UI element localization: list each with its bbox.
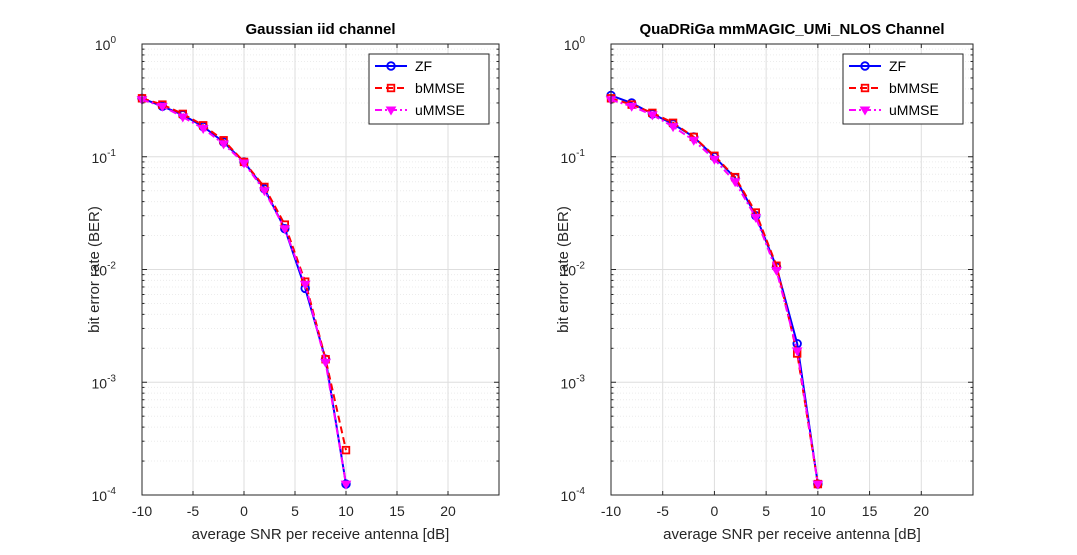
- x-axis-label: average SNR per receive antenna [dB]: [192, 526, 450, 543]
- legend-item-uMMSE: uMMSE: [849, 102, 939, 118]
- legend-marker: [385, 106, 397, 116]
- data-point: [197, 125, 209, 134]
- legend-label: ZF: [415, 58, 432, 74]
- data-point: [771, 266, 782, 276]
- data-point: [218, 140, 229, 150]
- legend-label: ZF: [889, 58, 906, 74]
- legend-item-bMMSE: bMMSE: [375, 80, 465, 96]
- data-point: [729, 178, 741, 188]
- data-point: [340, 480, 352, 490]
- chart-panel-1: -10 -5 0 5 10 15 20 100 10-1 10-2 10-3 10-4 Gaussian…: [86, 21, 500, 543]
- y-tick-label: 10-4: [561, 486, 586, 504]
- data-point: [791, 347, 803, 357]
- legend-marker: [860, 61, 870, 71]
- x-tick-label: 5: [291, 503, 299, 519]
- x-tick-label: 10: [810, 503, 826, 519]
- series-uMMSE: [136, 96, 352, 490]
- legend-marker: [859, 106, 871, 116]
- data-point: [750, 213, 762, 223]
- chart-title: QuaDRiGa mmMAGIC_UMi_NLOS Channel: [639, 21, 944, 38]
- legend-marker: [386, 83, 396, 93]
- legend: ZF bMMSE uMMSE: [368, 53, 490, 125]
- x-tick-label: 15: [862, 503, 878, 519]
- legend-item-ZF: ZF: [849, 58, 906, 74]
- data-point: [259, 187, 270, 197]
- x-axis-label: average SNR per receive antenna [dB]: [663, 526, 921, 543]
- chart-title: Gaussian iid channel: [245, 21, 395, 38]
- y-axis-label: bit error rate (BER): [555, 206, 572, 333]
- x-tick-label: -5: [656, 503, 669, 519]
- x-tick-label: -5: [187, 503, 200, 519]
- y-tick-label: 10-2: [92, 261, 117, 279]
- y-tick-label: 10-3: [561, 373, 586, 391]
- data-point: [626, 102, 638, 112]
- x-tick-label: -10: [601, 503, 621, 519]
- y-tick-label: 10-1: [92, 148, 117, 166]
- legend-marker: [386, 61, 396, 71]
- legend: ZF bMMSE uMMSE: [842, 53, 964, 125]
- legend-label: uMMSE: [415, 102, 465, 118]
- data-point: [709, 155, 720, 165]
- x-tick-label: 0: [240, 503, 248, 519]
- y-tick-label: 100: [95, 35, 117, 53]
- x-tick-label: -10: [132, 503, 152, 519]
- data-point: [320, 358, 331, 368]
- legend-label: uMMSE: [889, 102, 939, 118]
- data-point: [812, 480, 824, 490]
- data-point: [157, 102, 168, 112]
- x-tick-label: 5: [762, 503, 770, 519]
- x-tick-label: 10: [338, 503, 354, 519]
- legend-item-bMMSE: bMMSE: [849, 80, 939, 96]
- x-tick-label: 20: [913, 503, 929, 519]
- chart-panel-2: -10 -5 0 5 10 15 20 100 10-1 10-2 10-3 10-4 QuaDRiGa…: [555, 21, 974, 543]
- legend-label: bMMSE: [415, 80, 465, 96]
- data-point: [177, 113, 189, 123]
- data-point: [279, 225, 291, 235]
- data-point: [299, 280, 311, 290]
- x-tick-label: 20: [440, 503, 456, 519]
- legend-label: bMMSE: [889, 80, 939, 96]
- axes: -10 -5 0 5 10 15 20 100 10-1 10-2 10-3 10-4: [561, 35, 974, 519]
- x-tick-label: 15: [389, 503, 405, 519]
- x-tick-label: 0: [711, 503, 719, 519]
- data-point: [238, 159, 250, 169]
- data-point: [646, 111, 658, 121]
- y-axis-label: bit error rate (BER): [86, 206, 103, 333]
- data-point: [341, 445, 351, 455]
- legend-item-uMMSE: uMMSE: [375, 102, 465, 118]
- axes: -10 -5 0 5 10 15 20 100 10-1 10-2 10-3 10-4: [92, 35, 500, 519]
- y-tick-label: 100: [564, 35, 586, 53]
- data-point: [667, 123, 679, 133]
- y-tick-label: 10-2: [561, 261, 586, 279]
- y-tick-label: 10-3: [92, 373, 117, 391]
- y-tick-label: 10-4: [92, 486, 117, 504]
- legend-marker: [860, 83, 870, 93]
- data-point: [688, 136, 700, 146]
- legend-item-ZF: ZF: [375, 58, 432, 74]
- y-tick-label: 10-1: [561, 148, 586, 166]
